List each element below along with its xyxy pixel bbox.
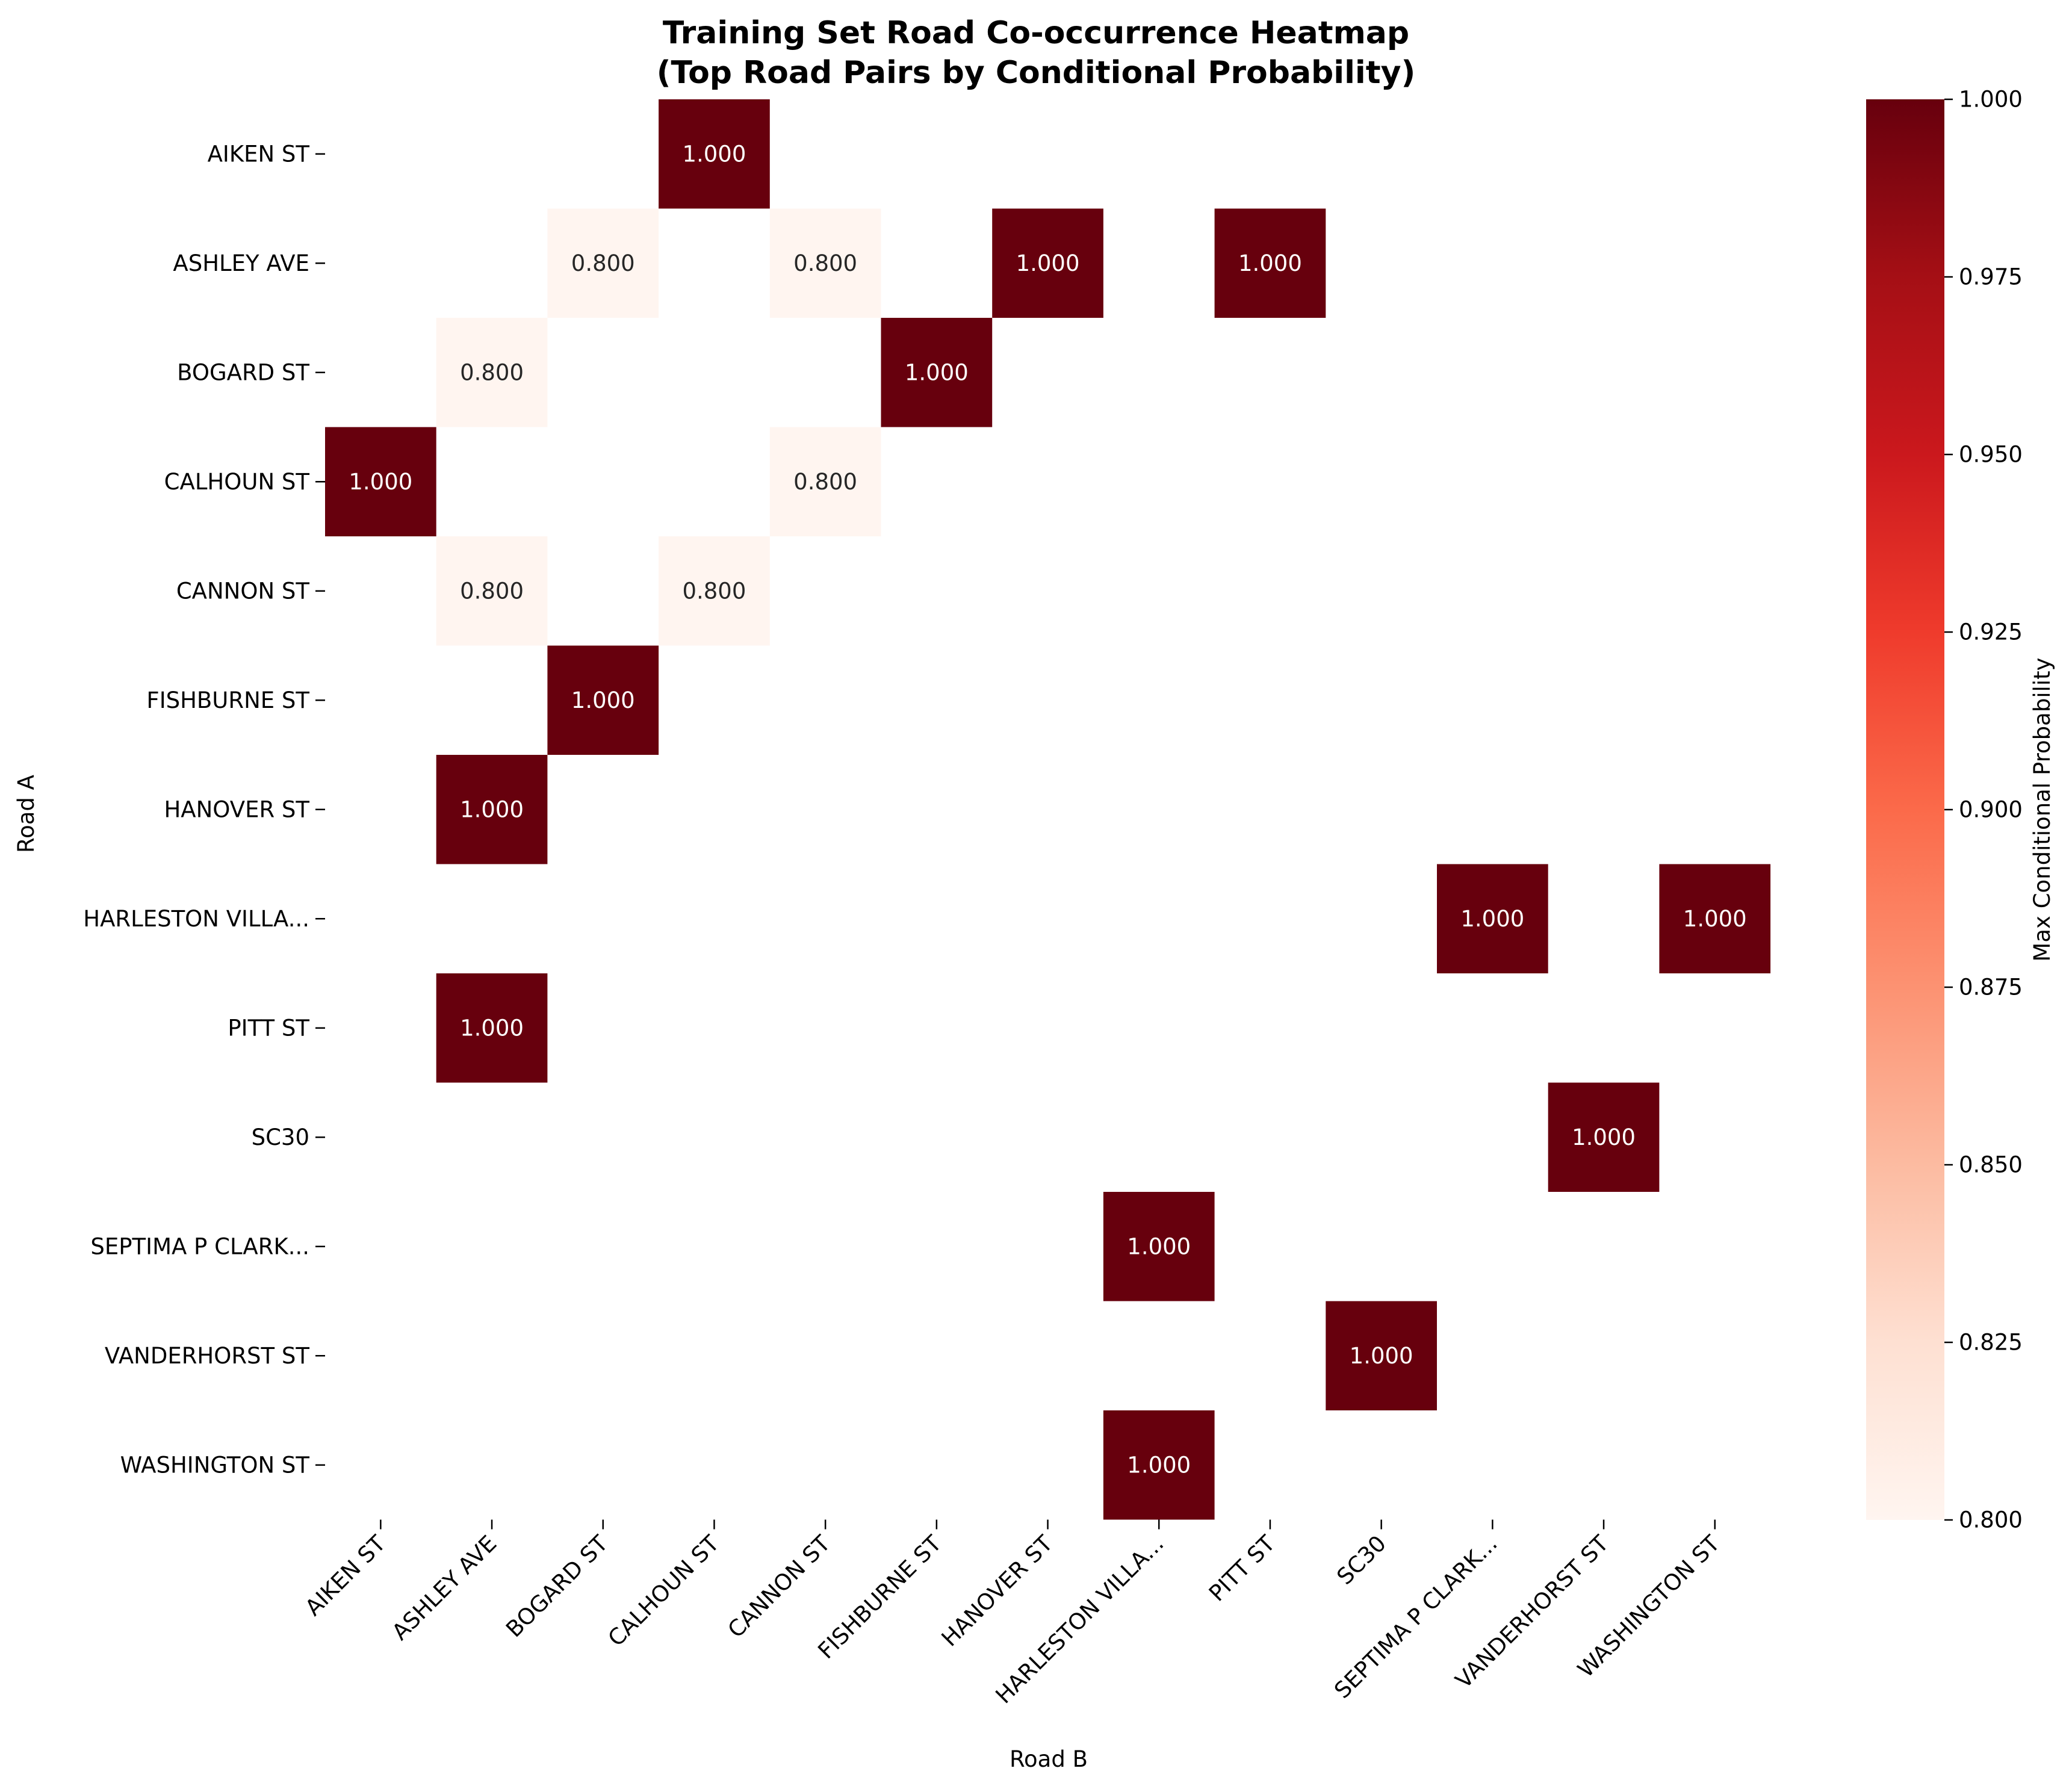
heatmap-cell-label: 1.000: [1238, 250, 1302, 276]
heatmap-cell: [436, 318, 548, 427]
heatmap-cell-label: 1.000: [905, 359, 969, 385]
heatmap-cell-label: 0.800: [793, 250, 857, 276]
x-axis-label: Road B: [1010, 1746, 1088, 1772]
y-tick-label: VANDERHORST ST: [105, 1343, 309, 1369]
y-tick-label: CALHOUN ST: [164, 469, 310, 495]
x-tick-label: HANOVER ST: [937, 1530, 1058, 1651]
chart-title-line-1: Training Set Road Co-occurrence Heatmap: [663, 15, 1409, 51]
heatmap-cell-label: 0.800: [460, 359, 524, 385]
heatmap-cell-label: 0.800: [571, 250, 635, 276]
x-tick-label: CANNON ST: [723, 1530, 836, 1643]
heatmap-cell-label: 0.800: [793, 469, 857, 495]
heatmap-cell-label: 1.000: [1350, 1343, 1413, 1369]
heatmap-cell-label: 1.000: [1127, 1452, 1191, 1478]
colorbar-tick-label: 0.950: [1959, 442, 2023, 468]
heatmap-cell: [1437, 864, 1548, 973]
heatmap-cell: [325, 427, 436, 536]
y-tick-label: PITT ST: [228, 1015, 309, 1041]
heatmap-cell-label: 1.000: [349, 469, 412, 495]
y-axis-label: Road A: [13, 775, 39, 853]
heatmap-cell: [436, 973, 548, 1083]
heatmap-cell-label: 1.000: [1016, 250, 1080, 276]
heatmap-cell-label: 1.000: [1127, 1233, 1191, 1259]
colorbar-tick-label: 1.000: [1959, 87, 2023, 113]
heatmap-cell-label: 1.000: [682, 141, 746, 167]
heatmap-cell-label: 0.800: [682, 578, 746, 604]
y-tick-label: SC30: [252, 1124, 309, 1150]
heatmap-cell: [769, 208, 881, 318]
colorbar-tick-label: 0.875: [1959, 975, 2023, 1000]
x-tick-label: AIKEN ST: [300, 1530, 391, 1620]
heatmap-cell-label: 1.000: [460, 1015, 524, 1041]
heatmap-cell: [1103, 1410, 1215, 1520]
y-tick-label: BOGARD ST: [177, 359, 309, 385]
heatmap-cell: [881, 318, 993, 427]
colorbar-tick-label: 0.825: [1959, 1330, 2023, 1356]
heatmap-cell: [1659, 864, 1771, 973]
x-tick-label: CALHOUN ST: [603, 1530, 724, 1651]
heatmap-cell-label: 1.000: [1683, 906, 1747, 932]
heatmap-cell-label: 1.000: [1460, 906, 1524, 932]
colorbar: [1866, 99, 1944, 1520]
colorbar-tick-label: 0.925: [1959, 619, 2023, 645]
heatmap-cell: [769, 427, 881, 536]
heatmap-cell: [992, 208, 1103, 318]
y-tick-label: AIKEN ST: [208, 141, 310, 167]
colorbar-tick-label: 0.850: [1959, 1152, 2023, 1178]
colorbar-tick-label: 0.975: [1959, 264, 2023, 290]
heatmap-cell: [436, 755, 548, 864]
heatmap-cell-label: 1.000: [460, 796, 524, 822]
y-tick-label: CANNON ST: [176, 578, 310, 604]
y-tick-label: SEPTIMA P CLARK...: [90, 1233, 309, 1259]
heatmap-cell: [547, 645, 659, 755]
heatmap-cell: [1326, 1301, 1437, 1410]
heatmap-cell-label: 1.000: [571, 687, 635, 713]
colorbar-ticks: 0.800 0.825 0.850 0.875 0.900 0.925 0.950 0.975…: [1944, 87, 2023, 1533]
chart-title-line-2: (Top Road Pairs by Conditional Probabili…: [657, 55, 1416, 91]
heatmap-cell: [659, 536, 770, 646]
x-tick-label: SC30: [1332, 1530, 1391, 1590]
colorbar-tick-label: 0.800: [1959, 1507, 2023, 1533]
y-tick-label: FISHBURNE ST: [146, 687, 309, 713]
heatmap-cell: [436, 536, 548, 646]
heatmap-cell-label: 0.800: [460, 578, 524, 604]
y-tick-label: WASHINGTON ST: [120, 1452, 310, 1478]
x-tick-label: PITT ST: [1204, 1530, 1280, 1607]
y-axis-tick-labels: AIKEN ST ASHLEY AVE BOGARD ST CALHOUN ST CAN…: [83, 141, 325, 1478]
colorbar-tick-label: 0.900: [1959, 797, 2023, 823]
heatmap-cells: 1.000 0.800 0.800 1.000 1.000 0.800 1.000 1.000…: [325, 99, 1771, 1520]
heatmap-cell-label: 1.000: [1572, 1124, 1636, 1150]
heatmap-cell: [659, 99, 770, 209]
x-tick-label: ASHLEY AVE: [387, 1530, 502, 1645]
y-tick-label: HANOVER ST: [164, 796, 309, 822]
heatmap-cell: [1548, 1082, 1660, 1192]
heatmap-cell: [1103, 1192, 1215, 1301]
y-tick-label: ASHLEY AVE: [173, 250, 309, 276]
x-tick-label: BOGARD ST: [501, 1530, 613, 1642]
y-tick-label: HARLESTON VILLA...: [83, 906, 309, 932]
heatmap-cell: [1214, 208, 1326, 318]
heatmap-cell: [547, 208, 659, 318]
colorbar-label: Max Conditional Probability: [2029, 657, 2055, 961]
